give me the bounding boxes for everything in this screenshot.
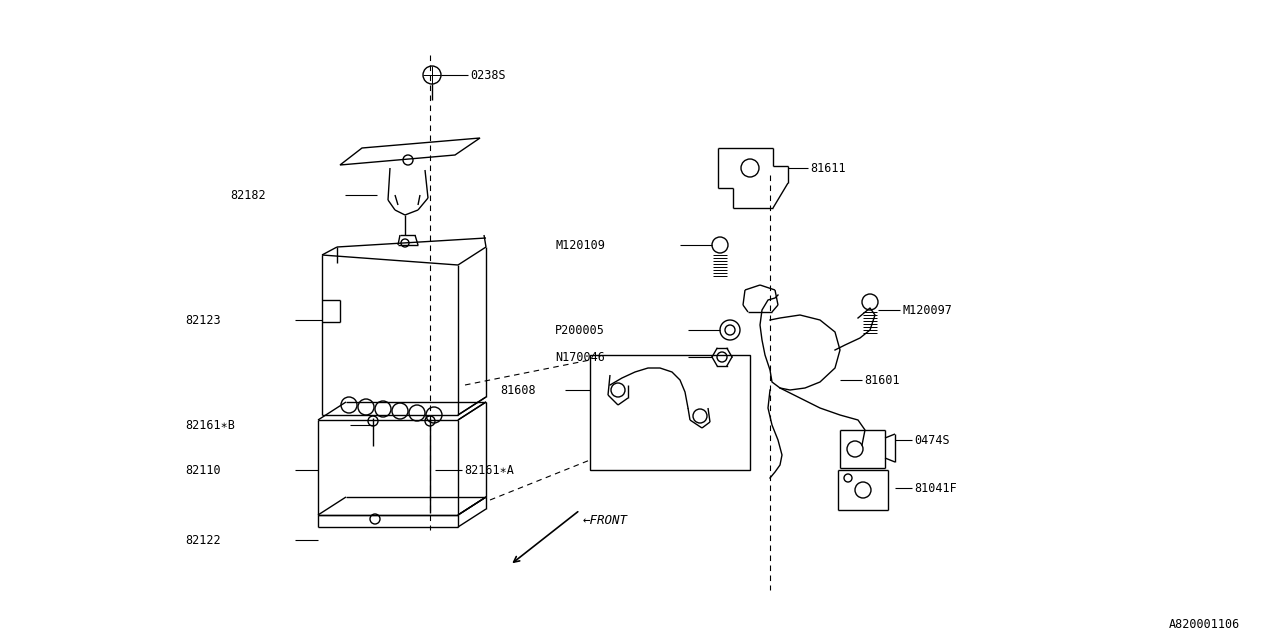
Text: M120109: M120109 xyxy=(556,239,605,252)
Text: 81608: 81608 xyxy=(500,383,535,397)
Text: N170046: N170046 xyxy=(556,351,605,364)
Text: 82110: 82110 xyxy=(186,463,220,477)
Text: 82122: 82122 xyxy=(186,534,220,547)
Text: 81611: 81611 xyxy=(810,161,846,175)
Text: 82161∗A: 82161∗A xyxy=(465,463,513,477)
Text: 82182: 82182 xyxy=(230,189,266,202)
Text: ←FRONT: ←FRONT xyxy=(582,513,628,527)
Text: 82161∗B: 82161∗B xyxy=(186,419,234,431)
Text: P200005: P200005 xyxy=(556,323,605,337)
Text: 81601: 81601 xyxy=(864,374,900,387)
Text: 0238S: 0238S xyxy=(470,68,506,81)
Text: 82123: 82123 xyxy=(186,314,220,326)
Text: M120097: M120097 xyxy=(902,303,952,317)
Text: 81041F: 81041F xyxy=(914,481,956,495)
Text: 0474S: 0474S xyxy=(914,433,950,447)
Bar xyxy=(590,355,750,470)
Text: A820001106: A820001106 xyxy=(1169,618,1240,632)
